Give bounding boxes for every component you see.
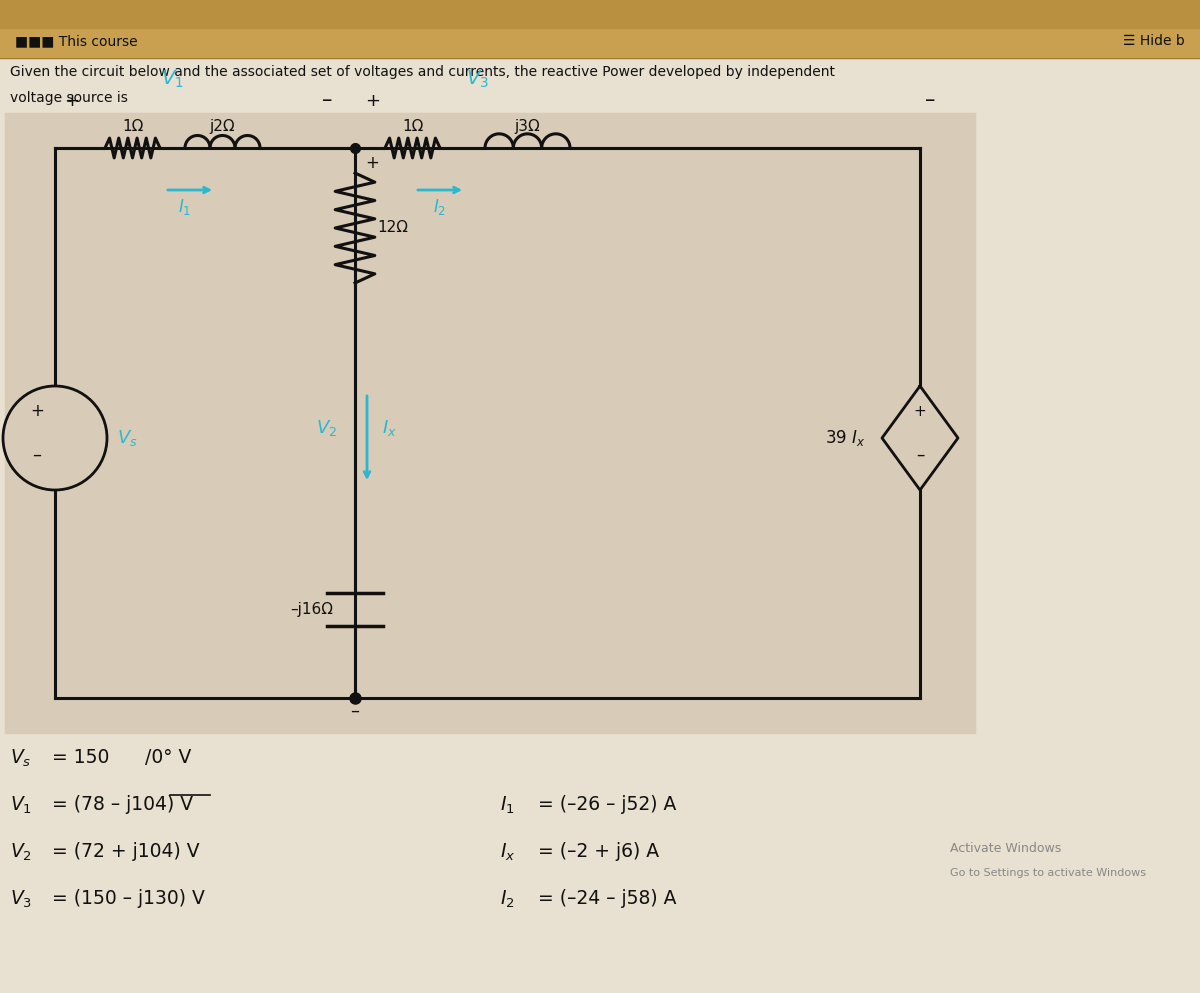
Polygon shape [882,386,958,490]
Text: $I_2$: $I_2$ [433,197,446,217]
Text: $V_3$: $V_3$ [466,69,488,90]
Text: = (72 + j104) V: = (72 + j104) V [52,842,199,861]
Text: voltage source is: voltage source is [10,91,128,105]
Text: –: – [916,446,924,464]
Bar [5,113,974,733]
Text: = (–26 – j52) A: = (–26 – j52) A [538,795,677,814]
Text: +: + [366,92,380,110]
Text: $V_1$: $V_1$ [10,795,32,816]
Text: –: – [925,90,935,110]
Text: Given the circuit below and the associated set of voltages and currents, the rea: Given the circuit below and the associat… [10,65,835,79]
Text: ■■■ This course: ■■■ This course [14,34,138,48]
Text: $V_1$: $V_1$ [161,69,184,90]
Text: j2Ω: j2Ω [210,119,235,134]
Bar [0,0,1200,58]
Text: j3Ω: j3Ω [515,119,540,134]
Text: 39 $I_x$: 39 $I_x$ [824,428,865,448]
Text: –: – [350,702,360,720]
Text: = 150: = 150 [52,748,109,767]
Circle shape [4,386,107,490]
Text: $V_2$: $V_2$ [316,418,337,438]
Text: +: + [365,154,379,172]
Text: $V_s$: $V_s$ [10,748,31,770]
Text: +: + [30,402,44,420]
Text: +: + [65,92,79,110]
Text: /0° V: /0° V [145,748,191,767]
Text: $I_x$: $I_x$ [500,842,516,863]
Text: $I_1$: $I_1$ [500,795,515,816]
Text: Go to Settings to activate Windows: Go to Settings to activate Windows [950,868,1146,878]
Text: 1Ω: 1Ω [402,119,424,134]
Text: $V_s$: $V_s$ [118,428,138,448]
Text: $I_x$: $I_x$ [382,418,397,438]
Text: +: + [913,404,926,419]
Text: = (78 – j104) V: = (78 – j104) V [52,795,193,814]
Text: = (–2 + j6) A: = (–2 + j6) A [538,842,659,861]
Text: –: – [32,446,42,464]
Text: = (150 – j130) V: = (150 – j130) V [52,889,205,908]
Text: 12Ω: 12Ω [377,220,408,235]
Bar [0,0,1200,28]
Text: $V_2$: $V_2$ [10,842,32,863]
Text: = (–24 – j58) A: = (–24 – j58) A [538,889,677,908]
Text: $V_3$: $V_3$ [10,889,32,911]
Text: –j16Ω: –j16Ω [290,602,334,617]
Text: ☰ Hide b: ☰ Hide b [1123,34,1186,48]
Text: $I_2$: $I_2$ [500,889,515,911]
Text: –: – [322,90,332,110]
Text: Activate Windows: Activate Windows [950,842,1061,855]
Text: 1Ω: 1Ω [122,119,143,134]
Text: $I_1$: $I_1$ [179,197,192,217]
